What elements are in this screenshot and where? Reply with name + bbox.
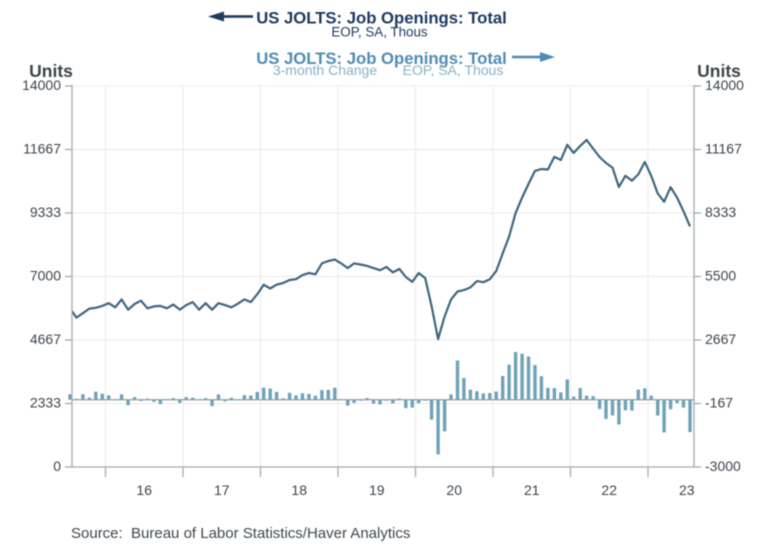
svg-text:4667: 4667 <box>30 331 61 347</box>
svg-text:Units: Units <box>29 61 73 81</box>
svg-text:-167: -167 <box>705 395 733 411</box>
svg-text:US JOLTS: Job Openings: Total: US JOLTS: Job Openings: Total <box>256 49 507 68</box>
svg-text:0: 0 <box>53 458 61 474</box>
svg-text:11167: 11167 <box>705 141 742 157</box>
svg-text:14000: 14000 <box>22 77 61 93</box>
svg-text:20: 20 <box>446 482 462 498</box>
svg-text:22: 22 <box>601 482 617 498</box>
svg-text:23: 23 <box>679 482 695 498</box>
svg-text:Source: Bureau of Labor Stati: Source: Bureau of Labor Statistics/Haver… <box>71 525 410 542</box>
svg-text:11667: 11667 <box>23 141 61 157</box>
svg-text:16: 16 <box>136 482 152 498</box>
svg-text:7000: 7000 <box>30 268 61 284</box>
svg-text:3-month Change: 3-month Change <box>273 62 378 78</box>
svg-text:17: 17 <box>214 482 230 498</box>
svg-text:9333: 9333 <box>30 204 61 220</box>
svg-text:18: 18 <box>291 482 307 498</box>
svg-text:5500: 5500 <box>705 268 736 284</box>
svg-text:EOP, SA, Thous: EOP, SA, Thous <box>331 25 428 40</box>
svg-text:8333: 8333 <box>705 204 736 220</box>
svg-text:14000: 14000 <box>705 77 744 93</box>
svg-text:EOP, SA, Thous: EOP, SA, Thous <box>403 62 504 78</box>
svg-text:Units: Units <box>697 61 741 81</box>
svg-text:US JOLTS: Job Openings: Total: US JOLTS: Job Openings: Total <box>256 9 507 28</box>
svg-text:2667: 2667 <box>705 331 736 347</box>
svg-text:19: 19 <box>369 482 385 498</box>
svg-text:-3000: -3000 <box>705 458 741 474</box>
svg-text:2333: 2333 <box>30 395 61 411</box>
svg-text:21: 21 <box>524 482 540 498</box>
